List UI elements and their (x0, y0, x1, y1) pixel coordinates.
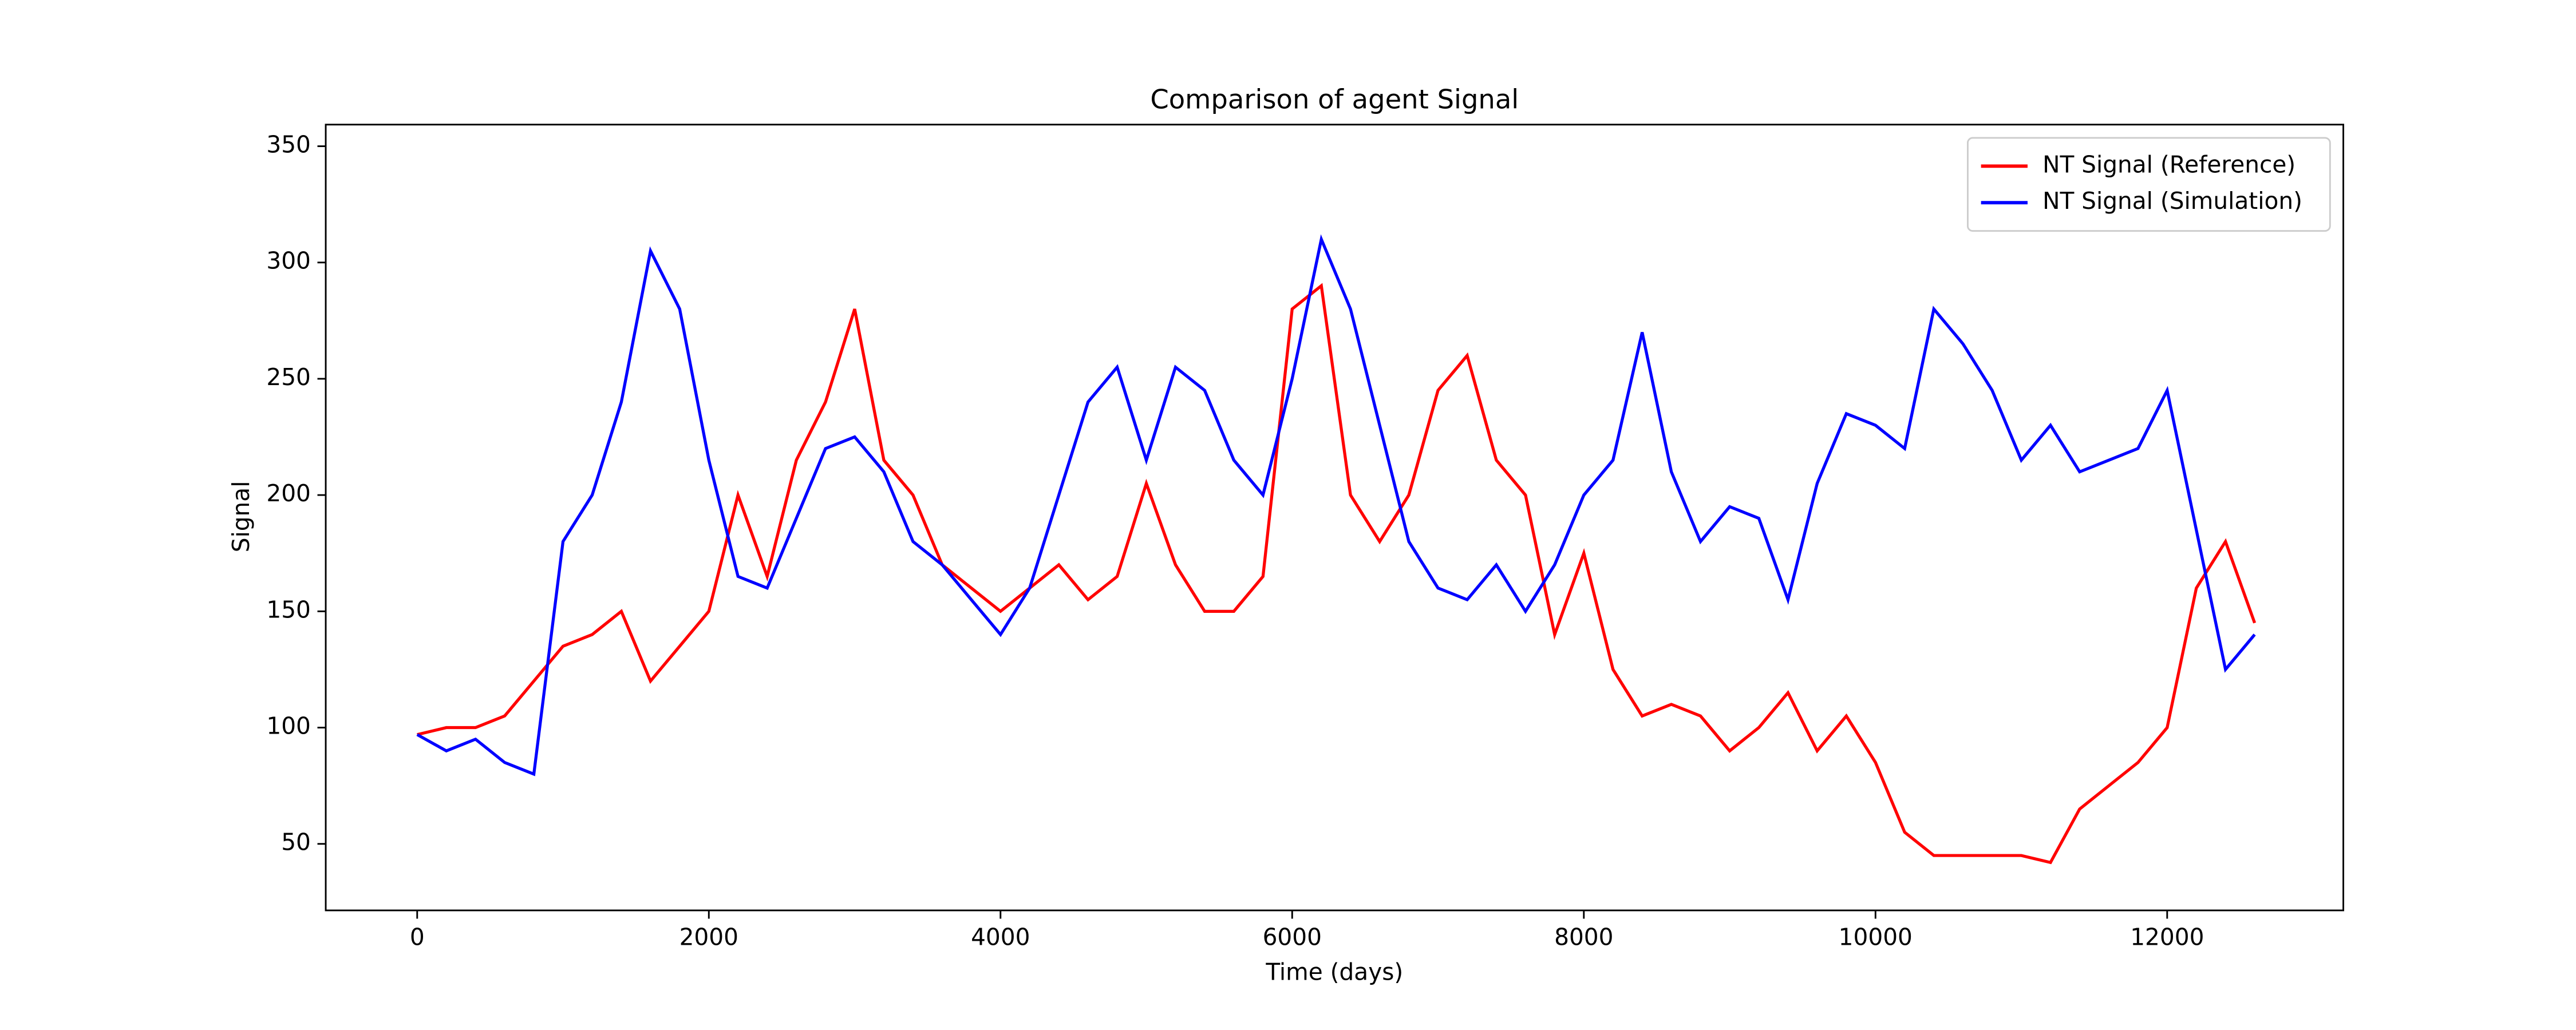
y-tick-label: 300 (266, 247, 311, 275)
x-tick-label: 4000 (971, 923, 1030, 950)
x-tick-label: 12000 (2130, 923, 2204, 950)
line-series (417, 283, 2257, 865)
legend-label: NT Signal (Simulation) (2042, 187, 2302, 215)
x-tick-label: 10000 (1839, 923, 1913, 950)
y-tick-label: 250 (266, 363, 311, 391)
chart-title: Comparison of agent Signal (1150, 84, 1519, 115)
x-tick-label: 0 (410, 923, 425, 950)
x-axis-label: Time (days) (1265, 958, 1403, 985)
y-tick-label: 50 (281, 829, 311, 856)
y-tick-label: 200 (266, 480, 311, 507)
legend-box (1966, 137, 2331, 232)
y-axis-label: Signal (227, 481, 255, 553)
x-tick-label: 2000 (679, 923, 738, 950)
x-tick-label: 6000 (1263, 923, 1322, 950)
x-tick-label: 8000 (1554, 923, 1613, 950)
y-tick-label: 150 (266, 596, 311, 623)
y-tick-label: 100 (266, 712, 311, 740)
plot-frame (325, 124, 2344, 912)
line-series (416, 234, 2256, 777)
y-tick-label: 350 (266, 131, 311, 159)
legend-label: NT Signal (Reference) (2042, 150, 2296, 178)
